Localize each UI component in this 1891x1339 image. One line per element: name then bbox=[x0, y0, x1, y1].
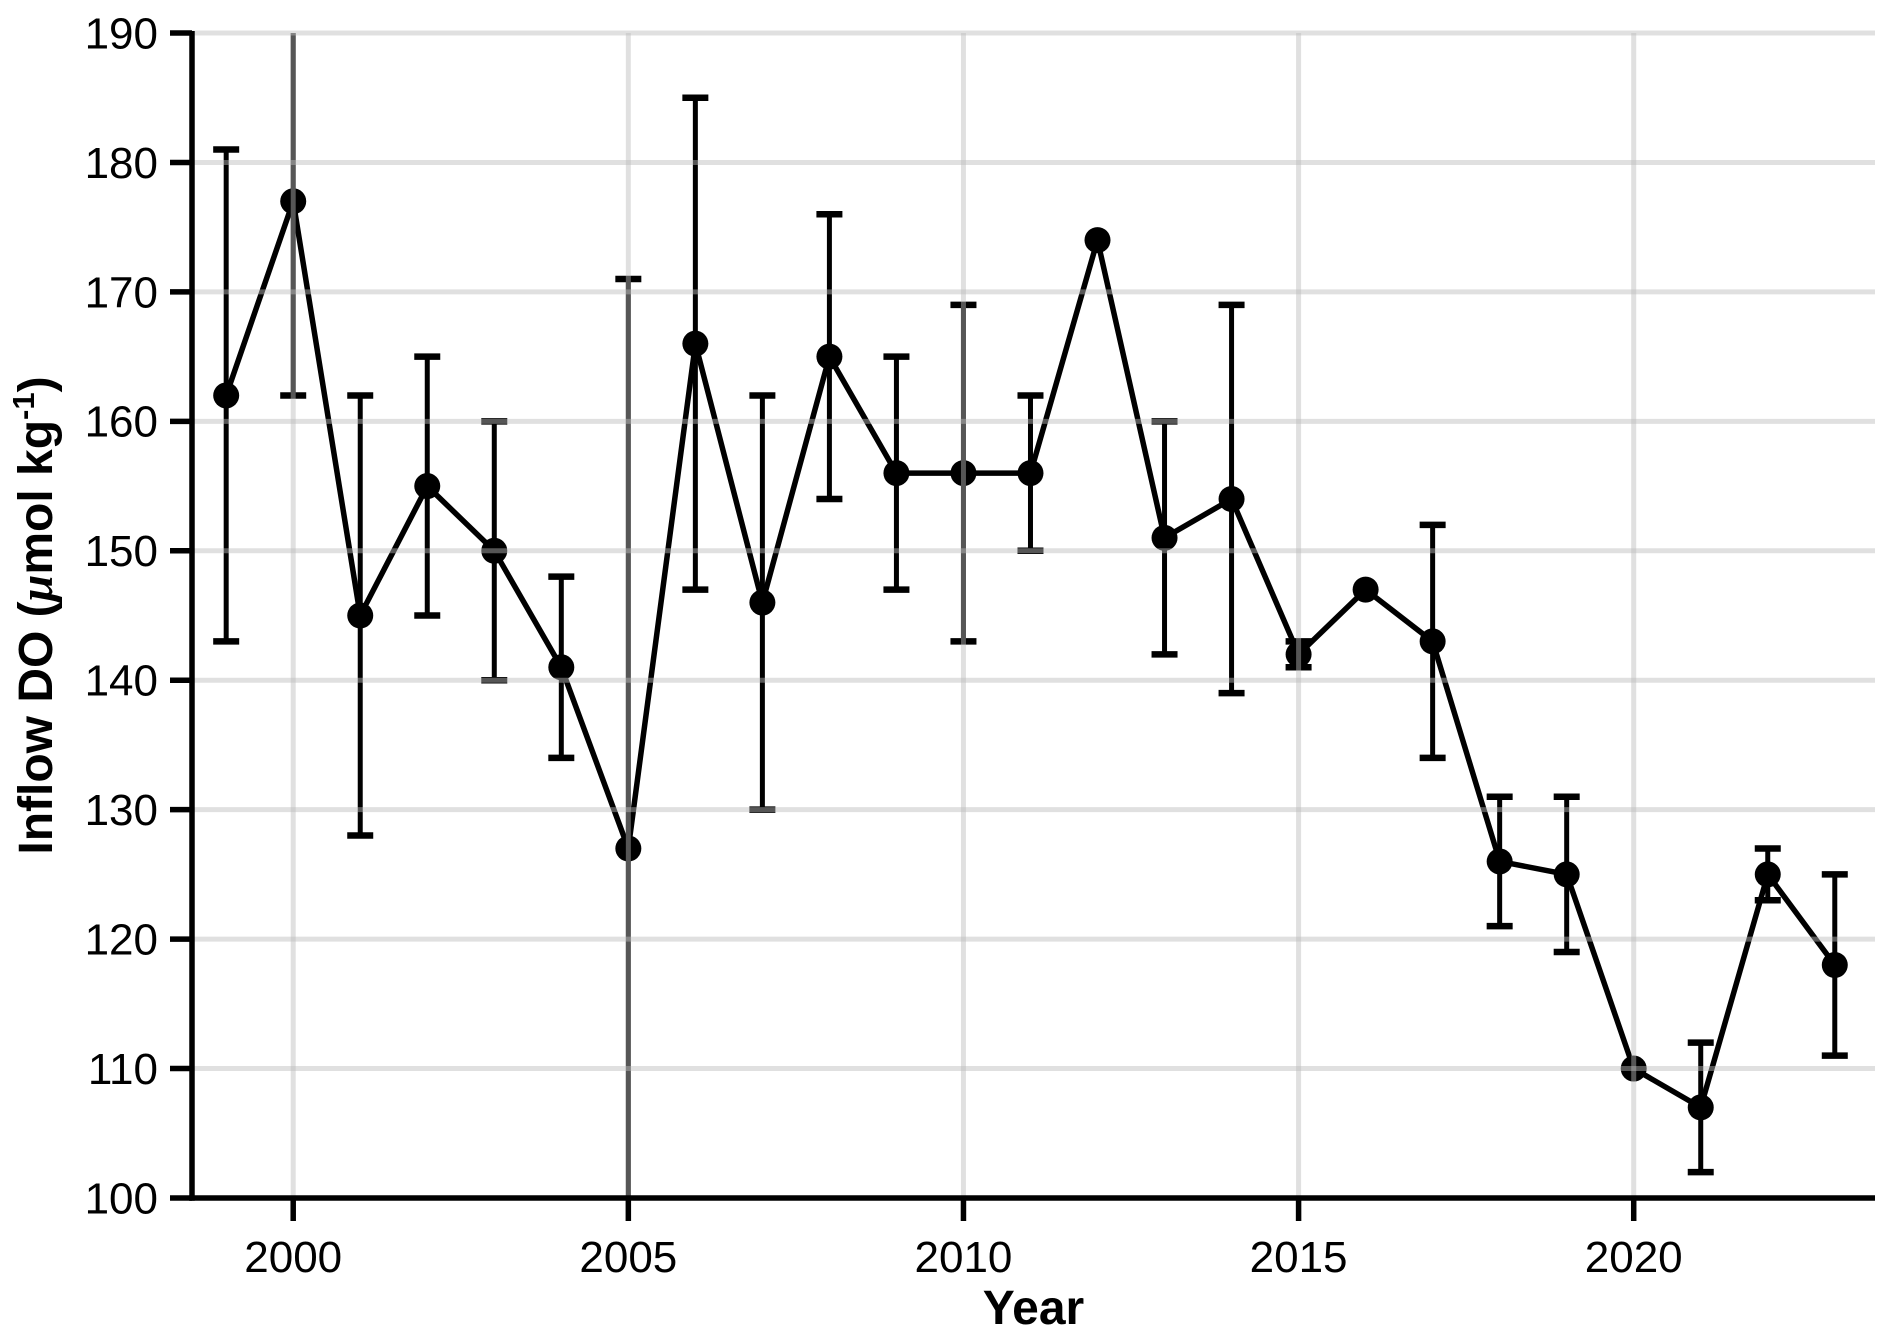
y-tick-label-140: 140 bbox=[85, 657, 158, 706]
data-point-2006 bbox=[682, 330, 709, 357]
data-point-2023 bbox=[1821, 952, 1848, 978]
data-point-2015 bbox=[1285, 641, 1312, 668]
y-tick-label-110: 110 bbox=[88, 1045, 158, 1094]
gridlines-layer bbox=[192, 30, 1875, 1198]
data-point-2010 bbox=[950, 460, 977, 487]
data-point-2001 bbox=[347, 602, 374, 629]
data-point-2020 bbox=[1620, 1055, 1647, 1082]
x-tick-label-2000: 2000 bbox=[244, 1233, 342, 1282]
data-point-2009 bbox=[883, 460, 910, 487]
data-point-2003 bbox=[481, 537, 508, 564]
y-tick-label-160: 160 bbox=[85, 398, 158, 447]
data-point-2008 bbox=[816, 343, 843, 370]
error-bar-2005 bbox=[615, 275, 642, 1198]
y-tick-label-150: 150 bbox=[85, 527, 158, 576]
data-point-2005 bbox=[615, 835, 642, 862]
y-tick-label-130: 130 bbox=[85, 786, 158, 835]
y-tick-label-120: 120 bbox=[85, 916, 158, 965]
y-tick-label-190: 190 bbox=[85, 9, 158, 58]
data-point-2004 bbox=[548, 654, 575, 681]
x-tick-label-2005: 2005 bbox=[579, 1233, 677, 1282]
y-tick-label-100: 100 bbox=[85, 1174, 158, 1223]
data-point-2000 bbox=[280, 188, 307, 215]
data-point-2007 bbox=[749, 589, 776, 616]
data-point-2011 bbox=[1017, 460, 1044, 487]
data-point-2014 bbox=[1218, 486, 1245, 512]
data-point-2021 bbox=[1687, 1094, 1714, 1121]
data-point-2022 bbox=[1754, 861, 1781, 888]
data-point-2017 bbox=[1419, 628, 1446, 655]
data-point-2018 bbox=[1486, 848, 1513, 875]
data-point-2016 bbox=[1352, 576, 1379, 603]
x-tick-label-2015: 2015 bbox=[1250, 1233, 1348, 1282]
data-point-1999 bbox=[213, 382, 240, 409]
data-point-2013 bbox=[1151, 524, 1178, 551]
data-points-layer bbox=[213, 188, 1848, 1121]
x-tick-label-2010: 2010 bbox=[915, 1233, 1013, 1282]
axes-layer: 100 110 120 130 140 150 160 170 180 190 2000 2005 20… bbox=[85, 9, 1875, 1282]
y-tick-label-180: 180 bbox=[85, 139, 158, 188]
x-tick-label-2020: 2020 bbox=[1585, 1233, 1683, 1282]
y-axis-title: Inflow DO (μmol kg-1) bbox=[6, 376, 63, 854]
x-axis-title: Year bbox=[983, 1282, 1084, 1335]
data-point-2012 bbox=[1084, 227, 1111, 254]
data-point-2019 bbox=[1553, 861, 1580, 888]
data-point-2002 bbox=[414, 473, 441, 500]
y-tick-label-170: 170 bbox=[85, 268, 158, 317]
